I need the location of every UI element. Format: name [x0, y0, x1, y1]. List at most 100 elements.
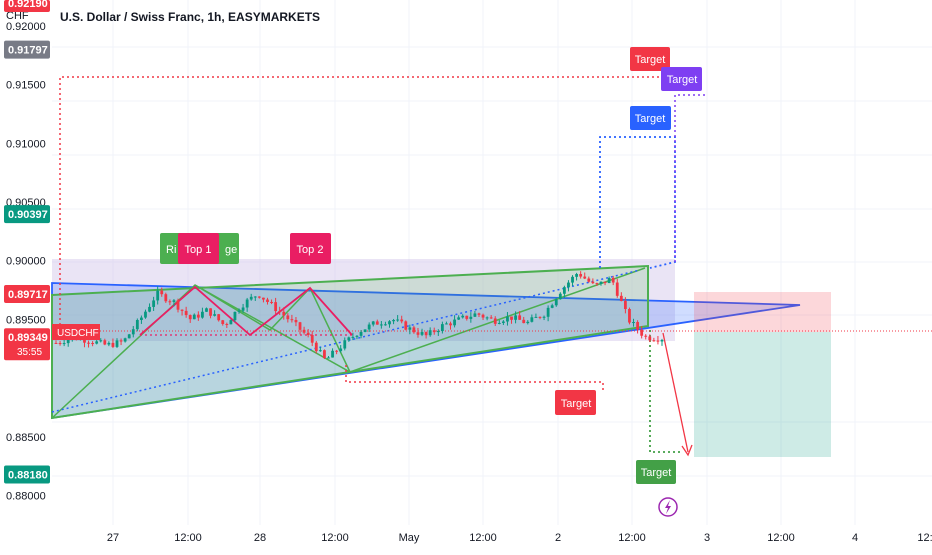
- short-position-reward[interactable]: [694, 332, 831, 457]
- annotation-labels[interactable]: Ri ge Top 1 Top 2 Target Target Target T…: [160, 47, 702, 484]
- candle-body: [534, 316, 538, 318]
- candle-body: [595, 283, 599, 285]
- target-label-green[interactable]: Target: [636, 460, 676, 484]
- price-badge-label: 0.92190: [8, 0, 48, 10]
- candle-body: [501, 321, 505, 323]
- candle-body: [575, 274, 578, 277]
- candle-body: [562, 287, 566, 294]
- candle-body: [323, 350, 326, 359]
- candle-body: [339, 348, 343, 352]
- candle-body: [87, 342, 90, 344]
- candle-body: [449, 323, 452, 326]
- candle-body: [611, 277, 615, 283]
- short-position-risk[interactable]: [694, 292, 831, 332]
- candle-body: [347, 337, 351, 341]
- purple-target-line[interactable]: [674, 94, 705, 262]
- candle-body: [160, 290, 164, 295]
- svg-text:Ri: Ri: [166, 244, 176, 256]
- candle-body: [615, 282, 619, 296]
- chart-title: U.S. Dollar / Swiss Franc, 1h, EASYMARKE…: [60, 10, 320, 24]
- svg-text:Top 1: Top 1: [185, 244, 212, 256]
- candle-body: [579, 274, 583, 277]
- candle-body: [408, 327, 412, 330]
- candle-body: [249, 296, 253, 300]
- candle-body: [607, 277, 611, 284]
- candle-body: [652, 340, 656, 342]
- header: CHF U.S. Dollar / Swiss Franc, 1h, EASYM…: [6, 10, 320, 24]
- red-target-line-2[interactable]: [345, 365, 604, 390]
- candle-body: [636, 322, 639, 330]
- rising-wedge-pattern[interactable]: [51, 264, 649, 420]
- candle-body: [282, 311, 286, 316]
- candle-body: [103, 340, 107, 345]
- pattern-drawings[interactable]: [51, 76, 831, 457]
- dotted-trend[interactable]: [51, 269, 641, 413]
- blue-target-line[interactable]: [599, 136, 676, 269]
- target-label-blue[interactable]: Target: [630, 106, 671, 130]
- symbol-tag: USDCHF: [52, 324, 100, 340]
- candle-body: [270, 301, 273, 303]
- time-tick: 12:00: [767, 532, 795, 544]
- candle-body: [314, 342, 318, 352]
- candle-body: [355, 335, 359, 337]
- svg-text:Target: Target: [635, 113, 666, 125]
- wave-lines[interactable]: [51, 267, 646, 419]
- wave-lines-2[interactable]: [194, 284, 351, 373]
- price-tick: 0.91500: [6, 80, 46, 92]
- top2-label[interactable]: Top 2: [290, 233, 331, 264]
- price-badge[interactable]: [4, 284, 50, 303]
- candle-body: [558, 293, 562, 300]
- price-tick: 0.88000: [6, 491, 46, 503]
- candle-body: [628, 309, 631, 323]
- candle-body: [213, 314, 217, 316]
- price-badge[interactable]: [4, 0, 50, 12]
- top1-label[interactable]: Top 1: [178, 233, 219, 264]
- candle-body: [196, 314, 200, 318]
- candle-body: [119, 340, 123, 342]
- target-label-purple[interactable]: Target: [661, 67, 702, 91]
- candle-body: [237, 310, 241, 312]
- time-tick: 27: [107, 532, 119, 544]
- candle-body: [310, 335, 314, 343]
- price-badge[interactable]: [4, 40, 50, 59]
- candle-body: [192, 314, 196, 320]
- candle-body: [489, 317, 493, 319]
- price-badge[interactable]: [4, 205, 50, 224]
- svg-text:ge: ge: [225, 244, 237, 256]
- candle-body: [188, 315, 192, 320]
- projection-arrow[interactable]: [662, 332, 689, 453]
- candle-body: [262, 297, 265, 300]
- time-tick: 12:00: [174, 532, 202, 544]
- candle-body: [66, 339, 70, 344]
- price-badge[interactable]: [4, 465, 50, 484]
- candle-body: [571, 276, 574, 283]
- countdown-label: 35:55: [17, 347, 42, 358]
- candle-body: [209, 308, 212, 316]
- candle-body: [522, 319, 526, 324]
- candle-body: [436, 331, 440, 333]
- current-price-label: 0.89349: [8, 332, 48, 344]
- green-target-line[interactable]: [649, 330, 680, 453]
- target-label-red-top[interactable]: Target: [630, 47, 670, 71]
- lightning-icon[interactable]: [658, 497, 678, 517]
- time-axis[interactable]: 27 12:00 28 12:00 May 12:00 2 12:00 3 12:00 4 12:: [107, 532, 932, 544]
- price-tick: 0.90000: [6, 256, 46, 268]
- candle-body: [567, 282, 570, 288]
- price-axis[interactable]: 0.920000.915000.910000.905000.900000.895…: [4, 0, 50, 503]
- candle-body: [363, 329, 367, 332]
- current-price-badge[interactable]: [4, 328, 50, 361]
- target-label-red-bottom[interactable]: Target: [555, 390, 596, 415]
- candle-body: [379, 324, 383, 326]
- candle-body: [465, 315, 469, 319]
- candle-body: [302, 329, 306, 333]
- candle-body: [335, 350, 339, 352]
- candle-body: [493, 318, 497, 324]
- candle-body: [131, 329, 135, 335]
- candle-body: [290, 319, 294, 321]
- time-tick: 28: [254, 532, 266, 544]
- range-zone[interactable]: [52, 259, 675, 341]
- candle-body: [485, 317, 489, 319]
- candle-body: [640, 329, 644, 336]
